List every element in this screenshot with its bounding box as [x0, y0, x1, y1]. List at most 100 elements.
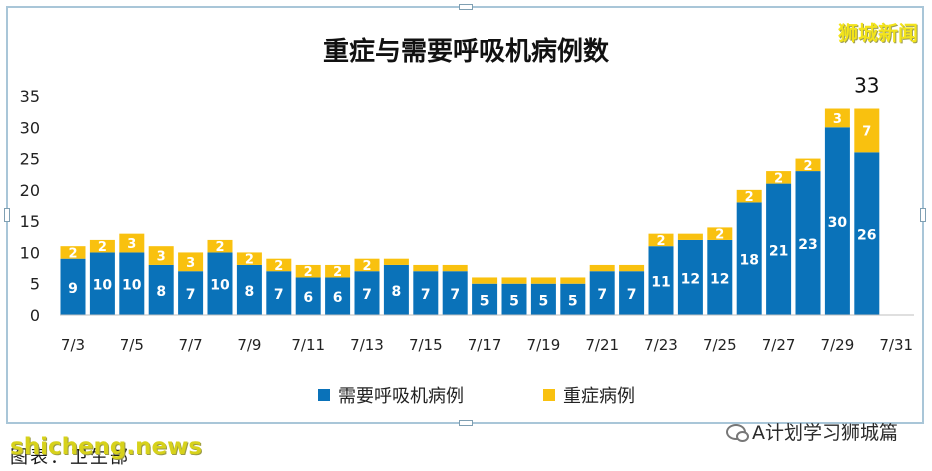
watermark-bottom: shicheng.news: [10, 434, 203, 460]
data-label-ventilator: 7: [362, 287, 372, 303]
data-label-ventilator: 5: [509, 293, 519, 309]
bar-ventilator: [501, 283, 527, 315]
data-label-ventilator: 9: [68, 281, 78, 297]
bar-ventilator: [325, 277, 351, 315]
bar-severe: [207, 239, 233, 253]
data-label-severe: 2: [362, 259, 371, 274]
data-label-ventilator: 18: [739, 253, 758, 269]
chart-title: 重症与需要呼吸机病例数: [323, 36, 610, 67]
y-tick-label: 35: [20, 87, 40, 106]
bar-severe: [442, 264, 468, 272]
data-label-severe: 2: [656, 234, 665, 249]
bar-severe: [766, 171, 792, 184]
data-label-ventilator: 30: [828, 215, 848, 231]
legend-swatch: [543, 389, 555, 401]
bar-ventilator: [677, 239, 703, 315]
bar-severe: [236, 252, 262, 265]
bar-severe: [89, 239, 115, 253]
x-tick-label: 7/25: [703, 336, 737, 354]
x-tick-label: 7/27: [762, 336, 796, 354]
data-label-severe: 2: [68, 246, 77, 261]
bar-severe: [178, 252, 204, 272]
x-tick-label: 7/11: [291, 336, 325, 354]
x-tick-label: 7/5: [120, 336, 144, 354]
legend: 需要呼吸机病例 重症病例: [318, 386, 635, 407]
bar-severe: [560, 277, 586, 284]
bar-ventilator: [413, 271, 439, 315]
bar-severe: [648, 233, 674, 247]
y-tick-label: 10: [20, 243, 40, 262]
bar-ventilator: [266, 271, 292, 315]
data-label-severe: 3: [157, 250, 166, 265]
y-tick-label: 0: [30, 306, 40, 325]
bar-severe: [501, 277, 527, 284]
data-label-ventilator: 7: [627, 287, 637, 303]
data-label-ventilator: 10: [210, 278, 230, 294]
x-tick-label: 7/9: [237, 336, 261, 354]
data-label-ventilator: 7: [186, 287, 196, 303]
legend-label: 重症病例: [563, 386, 635, 407]
bar-ventilator: [236, 264, 262, 315]
bar-ventilator: [795, 171, 821, 315]
data-label-ventilator: 10: [93, 278, 113, 294]
bar-severe: [619, 264, 645, 272]
bar-severe: [148, 246, 174, 265]
data-label-severe: 2: [304, 265, 313, 280]
data-label-ventilator: 8: [245, 284, 255, 300]
data-label-ventilator: 7: [450, 287, 460, 303]
bar-ventilator: [354, 271, 380, 315]
bar-severe: [677, 233, 703, 240]
resize-handle-left[interactable]: [4, 208, 10, 222]
bar-severe: [266, 258, 292, 272]
x-tick-label: 7/31: [879, 336, 913, 354]
bar-severe: [472, 277, 498, 284]
wechat-icon: [726, 423, 749, 442]
bar-severe: [736, 189, 762, 203]
data-label-ventilator: 7: [274, 287, 284, 303]
data-label-severe: 2: [215, 240, 224, 255]
resize-handle-bottom[interactable]: [459, 420, 473, 426]
bar-severe: [383, 258, 409, 265]
bar-severe: [824, 108, 850, 128]
bar-ventilator: [619, 271, 645, 315]
data-label-severe: 3: [833, 112, 842, 127]
bar-severe: [854, 108, 880, 153]
bar-severe: [530, 277, 556, 284]
data-label-ventilator: 5: [480, 293, 490, 309]
resize-handle-top[interactable]: [459, 4, 473, 10]
data-label-ventilator: 6: [333, 290, 343, 306]
y-axis: 0 5 10 15 20 25 30 35: [20, 87, 40, 325]
data-label-severe: 2: [333, 265, 342, 280]
bar-severe: [589, 264, 615, 272]
data-label-ventilator: 11: [651, 275, 670, 291]
data-label-ventilator: 21: [769, 243, 788, 259]
data-label-ventilator: 26: [857, 228, 876, 244]
x-tick-label: 7/29: [821, 336, 855, 354]
bar-severe: [707, 227, 733, 240]
bar-ventilator: [119, 252, 145, 315]
bar-ventilator: [89, 252, 115, 315]
data-label-ventilator: 10: [122, 278, 142, 294]
x-tick-label: 7/23: [644, 336, 678, 354]
bar-ventilator: [854, 152, 880, 315]
resize-handle-right[interactable]: [920, 208, 926, 222]
annotations-group: 33: [854, 74, 879, 98]
bar-ventilator: [530, 283, 556, 315]
x-tick-label: 7/3: [61, 336, 85, 354]
data-label-severe: 3: [186, 256, 195, 271]
x-tick-label: 7/7: [179, 336, 203, 354]
bar-severe: [60, 246, 86, 259]
data-label-severe: 2: [274, 259, 283, 274]
data-label-severe: 2: [715, 228, 724, 243]
x-axis: 7/3 7/5 7/7 7/9 7/11 7/13 7/15 7/17 7/19 7/21 7/23…: [60, 314, 914, 354]
bar-ventilator: [824, 127, 850, 316]
bar-ventilator: [60, 258, 86, 315]
x-tick-label: 7/17: [468, 336, 502, 354]
data-label-ventilator: 5: [568, 293, 578, 309]
bar-severe: [295, 264, 321, 278]
bar-ventilator: [148, 264, 174, 315]
caption: 图表：卫生部: [10, 447, 130, 468]
y-tick-label: 25: [20, 150, 40, 169]
